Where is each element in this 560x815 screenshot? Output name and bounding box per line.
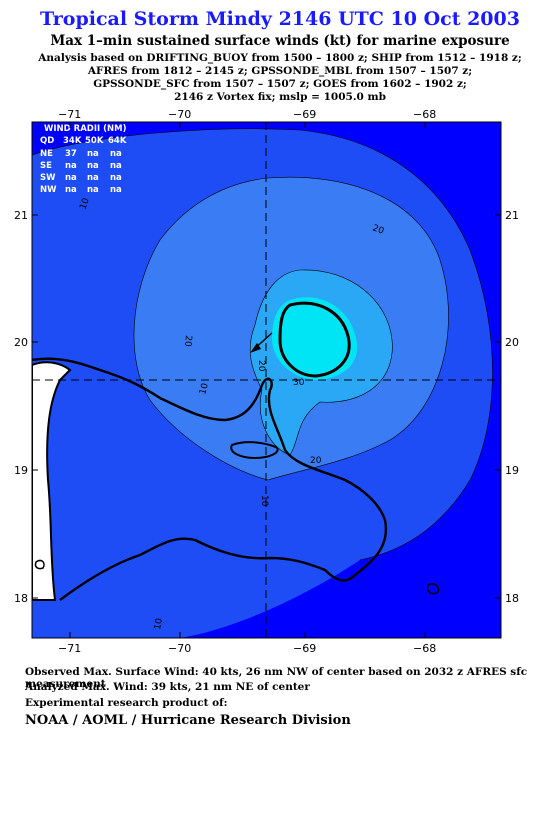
contour-core [272, 297, 358, 380]
small-island-2 [34, 559, 45, 570]
lon-tick-top: −70 [168, 108, 191, 121]
wind-radii-table: WIND RADII (NM) QD 34K 50K 64K NE 37 na … [40, 124, 127, 195]
chart-subtitle: Max 1–min sustained surface winds (kt) f… [50, 33, 510, 49]
lon-tick-bottom: −70 [168, 642, 191, 655]
wind-map: 10 10 10 20 20 20 30 20 10 WIND RADII (N… [14, 108, 519, 655]
gonave-island [230, 441, 279, 460]
lon-tick-bottom: −69 [293, 642, 316, 655]
contour-label: 30 [293, 378, 305, 388]
analyzed-max-wind: Analyzed Max. Wind: 39 kts, 21 nm NE of … [25, 681, 310, 693]
chart-title: Tropical Storm Mindy 2146 UTC 10 Oct 200… [40, 8, 520, 30]
analysis-line-3: GPSSONDE_SFC from 1507 – 1507 z; GOES fr… [93, 78, 467, 90]
analysis-line-4: 2146 z Vortex fix; mslp = 1005.0 mb [174, 91, 386, 103]
lat-tick-right: 18 [505, 592, 519, 605]
storm-motion-arrowhead [250, 343, 261, 353]
experimental-note: Experimental research product of: [25, 697, 228, 709]
wind-radii-cell: na [87, 185, 99, 195]
analysis-line-1: Analysis based on DRIFTING_BUOY from 150… [38, 52, 522, 64]
wind-radii-cell: SW [40, 173, 56, 183]
wind-radii-cell: 37 [65, 149, 77, 159]
wind-radii-cell: na [110, 173, 122, 183]
lat-tick-right: 21 [505, 209, 519, 222]
wind-radii-cell: na [87, 161, 99, 171]
wind-radii-cell: NW [40, 185, 57, 195]
wind-radii-title: WIND RADII (NM) [44, 124, 127, 134]
lon-tick-top: −68 [413, 108, 436, 121]
lon-ticks-top [32, 122, 501, 638]
organization: NOAA / AOML / Hurricane Research Divisio… [25, 713, 351, 728]
map-frame [31, 121, 502, 639]
small-island [426, 583, 440, 595]
lat-tick-right: 19 [505, 464, 519, 477]
contour-line-20 [133, 176, 449, 481]
lon-tick-bottom: −71 [58, 642, 81, 655]
lon-tick-bottom: −68 [413, 642, 436, 655]
coastline-north [32, 357, 388, 601]
analysis-line-2: AFRES from 1812 – 2145 z; GPSSONDE_MBL f… [87, 65, 473, 77]
wind-radii-header: 34K [63, 136, 82, 146]
land-western-tip [32, 361, 72, 601]
wind-radii-cell: na [65, 161, 77, 171]
wind-radii-cell: na [87, 173, 99, 183]
wind-radii-cell: na [65, 173, 77, 183]
contour-label: 20 [182, 335, 193, 348]
lat-tick-left: 21 [14, 209, 28, 222]
wind-radii-cell: na [87, 149, 99, 159]
wind-radii-header: 64K [108, 136, 127, 146]
lon-tick-top: −69 [293, 108, 316, 121]
contour-label: 20 [310, 456, 322, 466]
lat-tick-left: 20 [14, 336, 28, 349]
contour-label: 10 [78, 197, 91, 211]
lat-tick-left: 18 [14, 592, 28, 605]
contour-label: 10 [198, 382, 211, 396]
wind-radii-header: QD [40, 136, 54, 146]
contour-label: 10 [259, 495, 269, 507]
contour-line-10 [32, 128, 493, 561]
wind-radii-cell: na [65, 185, 77, 195]
lat-tick-right: 20 [505, 336, 519, 349]
wind-radii-cell: na [110, 161, 122, 171]
contour-label: 20 [371, 223, 385, 236]
wind-radii-header: 50K [85, 136, 104, 146]
wind-radii-cell: na [110, 149, 122, 159]
observed-max-wind: Observed Max. Surface Wind: 40 kts, 26 n… [25, 666, 528, 690]
contour-line-max [278, 301, 351, 378]
wind-radii-cell: na [110, 185, 122, 195]
lat-tick-left: 19 [14, 464, 28, 477]
contour-label: 20 [256, 360, 266, 372]
wind-radii-cell: SE [40, 161, 52, 171]
wind-radii-cell: NE [40, 149, 53, 159]
contour-label: 10 [153, 617, 165, 630]
contour-line-30 [249, 269, 393, 456]
lon-tick-top: −71 [58, 108, 81, 121]
